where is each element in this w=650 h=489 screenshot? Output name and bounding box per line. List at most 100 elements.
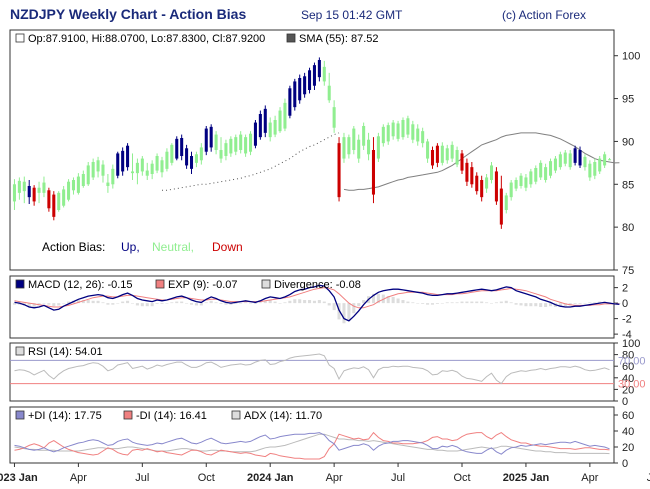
di-plus-readout: +DI (14): 17.75 [28, 410, 102, 422]
y-tick-label-rsi: 80 [622, 350, 634, 362]
divergence-bar [593, 302, 597, 304]
sma-readout: SMA (55): 87.52 [299, 33, 379, 45]
candle-body [563, 152, 567, 164]
candle-body [426, 141, 430, 159]
signal-legend-box [155, 279, 165, 289]
candle-body [430, 150, 435, 166]
rsi-ob-label: 70.00 [618, 355, 646, 367]
divergence-bar [396, 298, 400, 304]
divergence-bar [175, 301, 179, 304]
divergence-bar [499, 301, 503, 304]
macd-signal-line [14, 287, 620, 309]
candle-body [263, 108, 267, 133]
candle-body [27, 186, 31, 198]
divergence-bar [401, 300, 405, 304]
candle-body [539, 162, 543, 178]
candle-body [327, 85, 331, 101]
candle-body [155, 156, 159, 171]
divergence-bar [57, 303, 61, 306]
x-tick-label: Apr [326, 472, 343, 484]
divergence-bar [588, 302, 592, 304]
sma-line [343, 132, 620, 191]
candle-body [450, 144, 454, 159]
y-tick-label-price: 95 [622, 94, 634, 106]
divergence-bar [160, 303, 164, 304]
divergence-bar [475, 301, 479, 304]
candle-body [12, 184, 16, 202]
candle-body [504, 195, 508, 210]
candle-body [598, 158, 602, 172]
divergence-bar [470, 301, 474, 304]
candle-body [204, 128, 208, 152]
candle-body [219, 150, 223, 159]
divergence-bar [67, 301, 71, 304]
candle-body [165, 151, 169, 169]
candle-body [588, 163, 592, 178]
candle-body [268, 122, 272, 138]
divergence-bar [76, 300, 80, 304]
candle-body [96, 160, 100, 172]
divergence-bar [455, 302, 459, 304]
candle-body [106, 182, 110, 186]
candle-body [42, 182, 46, 193]
candle-body [544, 167, 548, 180]
divergence-bar [426, 303, 430, 305]
candle-body [278, 110, 282, 132]
divergence-bar [91, 300, 95, 304]
divergence-bar [524, 303, 528, 307]
x-tick-label: Oct [198, 472, 215, 484]
candle-body [71, 180, 75, 191]
y-tick-label-price: 85 [622, 179, 634, 191]
divergence-bar [229, 303, 233, 305]
candle-body [391, 122, 395, 137]
dmi-panel [9, 406, 615, 464]
candle-body [367, 139, 371, 155]
candle-body [239, 134, 243, 150]
candle-body [224, 143, 228, 156]
divergence-bar [544, 303, 548, 307]
divergence-bar [485, 302, 489, 304]
divergence-bar [185, 303, 189, 304]
divergence-bar [121, 301, 125, 304]
candle-body [76, 176, 80, 193]
divergence-bar [96, 300, 100, 304]
candle-body [308, 70, 312, 90]
divergence-bar [322, 301, 326, 304]
candle-body [214, 134, 218, 150]
candle-body [465, 162, 469, 182]
x-tick-label: Apr [70, 472, 87, 484]
candle-body [303, 76, 307, 95]
x-tick-label: Apr [581, 472, 598, 484]
divergence-bar [155, 303, 159, 304]
candle-body [460, 153, 464, 171]
divergence-bar [529, 303, 533, 307]
candle-body [362, 126, 366, 146]
candle-body [47, 190, 51, 209]
candle-body [209, 126, 213, 148]
y-tick-label-rsi: 100 [622, 338, 640, 350]
divergence-bar [308, 300, 312, 304]
candle-body [170, 144, 174, 163]
candle-body [529, 171, 533, 185]
divergence-bar [180, 301, 184, 304]
candle-body [273, 120, 277, 135]
divergence-bar [214, 302, 218, 304]
adx-legend-box [231, 410, 241, 420]
sma-legend-box [286, 33, 296, 43]
divergence-bar [445, 302, 449, 304]
rsi-legend-box [15, 346, 25, 356]
candle-body [283, 102, 287, 129]
candle-body [553, 158, 557, 171]
di-minus-readout: -DI (14): 16.41 [136, 410, 207, 422]
candle-body [140, 158, 144, 172]
divergence-bar [234, 303, 238, 304]
divergence-bar [194, 303, 198, 306]
divergence-bar [111, 303, 115, 305]
divergence-bar [450, 302, 454, 304]
divergence-bar [130, 303, 135, 304]
macd-panel [9, 275, 615, 339]
candle-body [524, 177, 528, 188]
divergence-bar [17, 303, 21, 305]
divergence-bar [327, 303, 331, 306]
